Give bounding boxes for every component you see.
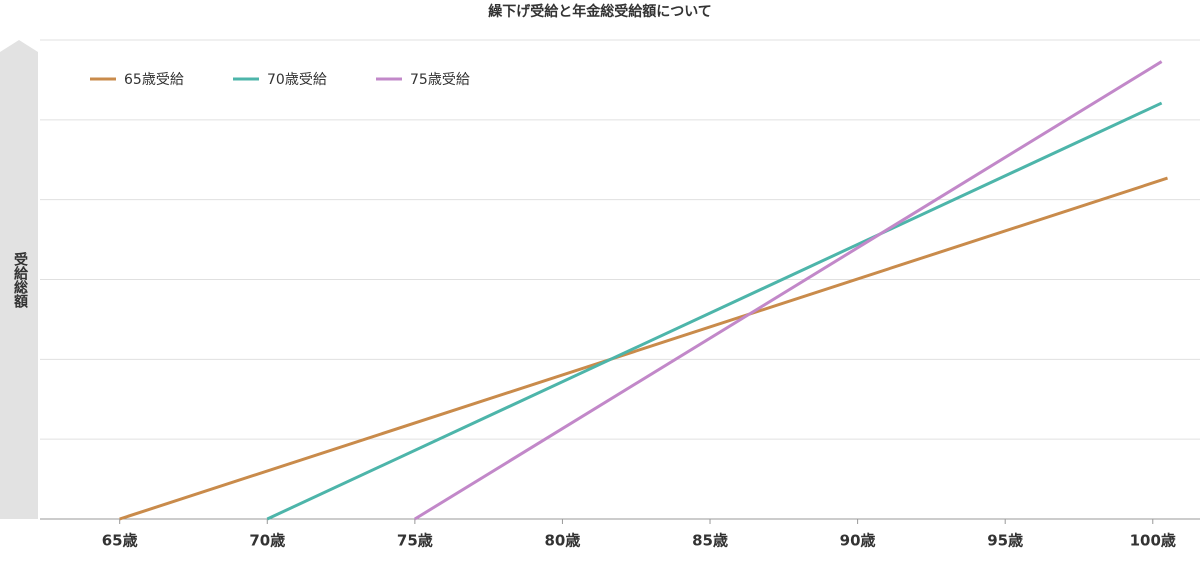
y-axis-label: 受給総額 — [12, 251, 29, 309]
y-axis-arrow — [0, 40, 38, 519]
x-tick-label: 65歳 — [102, 532, 138, 550]
legend-label: 75歳受給 — [410, 72, 470, 88]
chart-title: 繰下げ受給と年金総受給額について — [488, 3, 712, 20]
x-tick-label: 75歳 — [397, 532, 433, 550]
x-tick-label: 70歳 — [249, 532, 285, 550]
x-tick-label: 90歳 — [840, 532, 876, 550]
x-tick-label: 100歳 — [1130, 532, 1176, 550]
x-tick-label: 85歳 — [692, 532, 728, 550]
x-tick-label: 95歳 — [987, 532, 1023, 550]
series-line — [414, 60, 1163, 521]
series-line — [266, 101, 1163, 521]
x-tick-label: 80歳 — [545, 532, 581, 550]
legend-label: 70歳受給 — [267, 72, 327, 88]
series-line — [119, 176, 1168, 521]
legend-label: 65歳受給 — [124, 72, 184, 88]
